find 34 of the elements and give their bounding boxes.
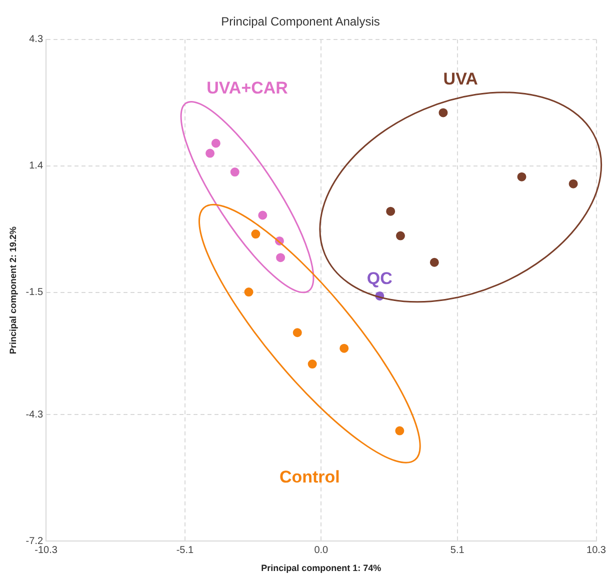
point: [211, 138, 220, 148]
point: [258, 210, 268, 220]
point: [438, 108, 448, 118]
series-label: QC: [366, 268, 392, 288]
text: Control: [279, 468, 340, 487]
point: [386, 206, 396, 216]
point: [244, 288, 254, 297]
y-tick-label: -1.5: [26, 287, 44, 298]
point: [517, 172, 526, 182]
x-tick-label: 5.1: [450, 544, 465, 556]
x-tick-label: -10.3: [34, 544, 58, 556]
point: [308, 360, 317, 369]
text: UVA+CAR: [206, 78, 288, 98]
y-tick-label: -7.2: [26, 536, 44, 547]
point: [430, 258, 439, 267]
y-tick-label: -4.3: [26, 409, 44, 420]
series-label: UVA: [443, 69, 478, 88]
point: [340, 344, 349, 353]
y-tick-label: 4.3: [29, 34, 44, 46]
point: [396, 231, 405, 240]
y-tick-label: 1.4: [29, 160, 44, 172]
point: [230, 168, 240, 177]
point: [206, 148, 215, 158]
point: [568, 179, 578, 188]
x-tick-label: 0.0: [314, 544, 329, 556]
point: [292, 328, 302, 338]
point: [276, 253, 286, 262]
point: [395, 426, 404, 436]
x-axis-title: Principal component 1: 74%: [261, 563, 382, 574]
x-tick-label: -5.1: [176, 544, 194, 556]
point: [251, 230, 260, 239]
y-axis-title: Principal component 2: 19.2%: [8, 226, 18, 354]
x-tick-label: 10.3: [586, 544, 606, 556]
chart-title: Principal Component Analysis: [221, 14, 380, 29]
